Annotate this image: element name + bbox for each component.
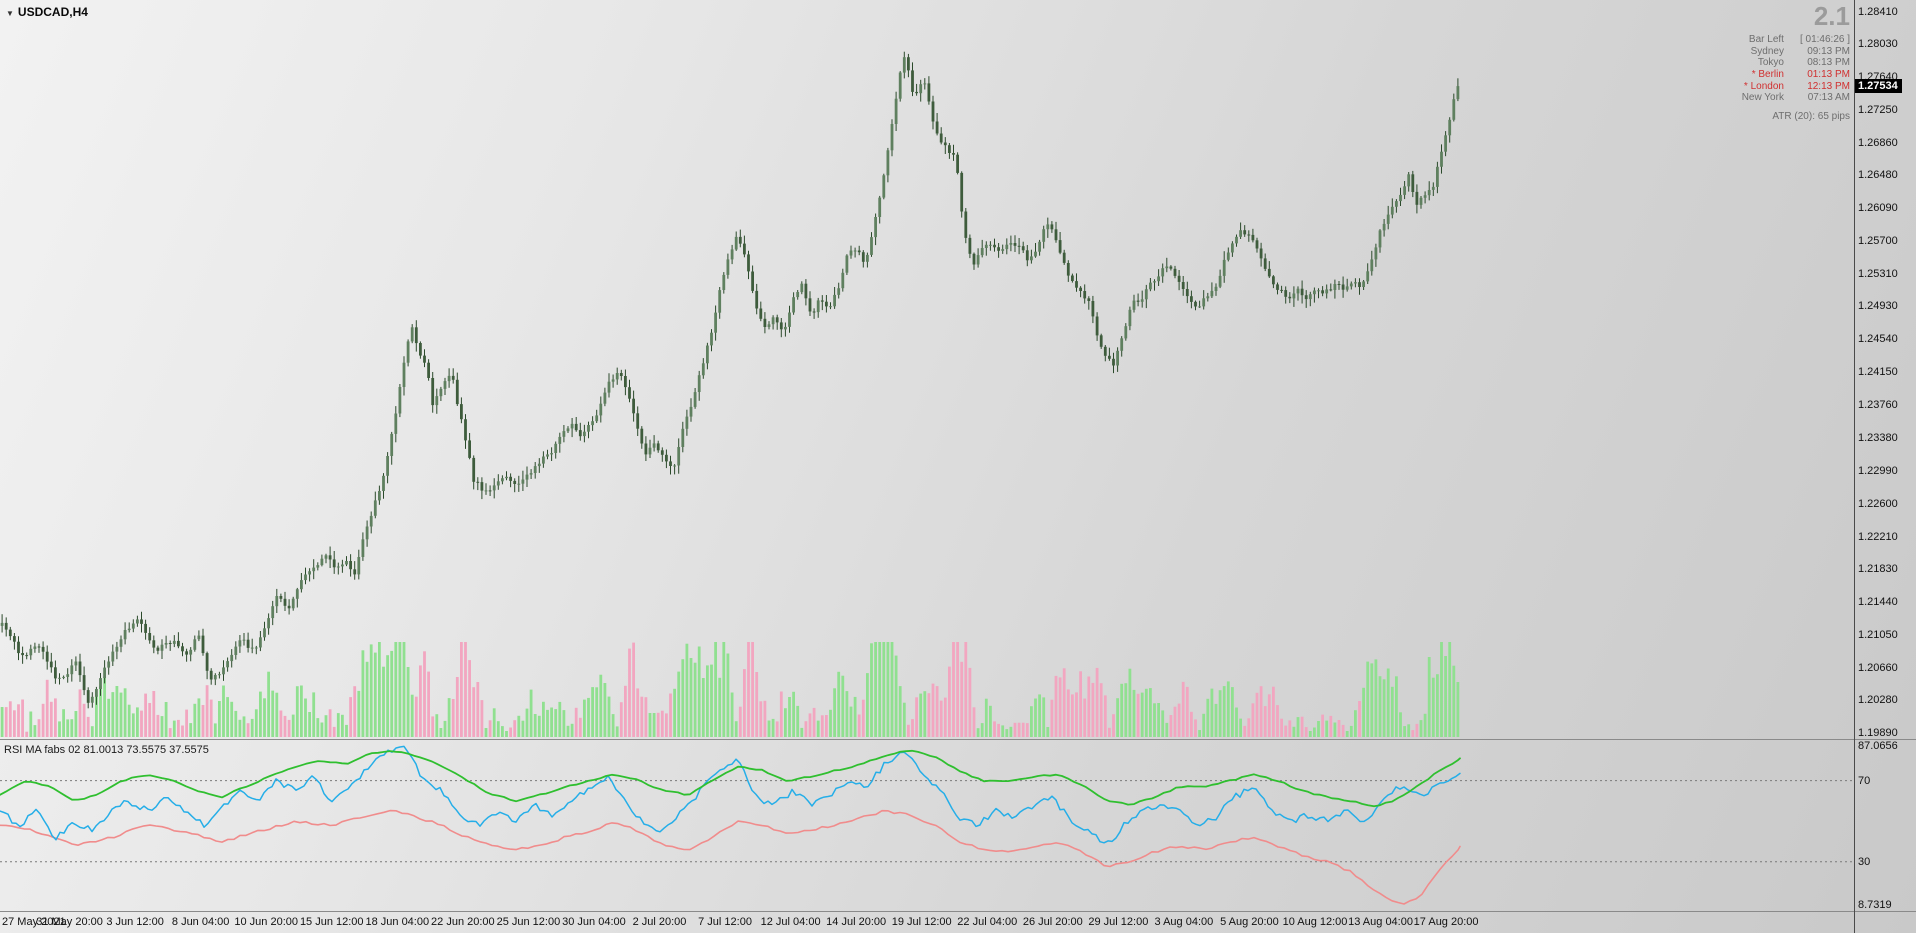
current-price-tag: 1.27534 — [1855, 79, 1902, 94]
price-axis-label: 1.24930 — [1858, 300, 1898, 313]
time-axis-label: 30 Jun 04:00 — [562, 916, 626, 928]
indicator-axis-label: 70 — [1858, 774, 1871, 787]
time-axis-label: 5 Aug 20:00 — [1220, 916, 1279, 928]
time-axis-label: 3 Aug 04:00 — [1154, 916, 1214, 928]
time-axis-label: 3 Jun 12:00 — [106, 916, 164, 928]
time-axis-label: 17 Aug 20:00 — [1413, 916, 1479, 928]
time-axis-label: 27 May 2021 — [2, 916, 66, 928]
price-axis-label: 1.22990 — [1858, 464, 1898, 477]
volume-bars — [0, 642, 1460, 737]
time-axis-label: 12 Jul 04:00 — [760, 916, 821, 928]
session-row: New York 07:13 AM — [1741, 92, 1850, 104]
price-axis-label: 1.26860 — [1858, 137, 1898, 150]
time-axis-label: 14 Jul 20:00 — [826, 916, 887, 928]
rsi-indicator-label: RSI MA fabs 02 81.0013 73.5575 37.5575 — [4, 744, 209, 756]
candle-bodies — [0, 57, 1460, 703]
price-axis-label: 1.21050 — [1858, 628, 1898, 641]
rsi-label-name: RSI MA fabs 02 — [4, 744, 81, 756]
price-axis-label: 1.19890 — [1858, 726, 1898, 739]
price-axis-label: 1.20280 — [1858, 693, 1898, 706]
time-axis-label: 22 Jun 20:00 — [431, 916, 495, 928]
price-axis-label: 1.28030 — [1858, 38, 1898, 51]
time-axis-label: 26 Jul 20:00 — [1022, 916, 1083, 928]
price-axis-label: 1.24540 — [1858, 333, 1898, 346]
price-axis-label: 1.24150 — [1858, 366, 1898, 379]
price-axis-label: 1.28410 — [1858, 6, 1898, 19]
version-watermark: 2.1 — [1813, 1, 1850, 31]
indicator-axis-label: 87.0656 — [1858, 740, 1898, 752]
price-axis-label: 1.23380 — [1858, 431, 1898, 444]
time-axis-label: 10 Jun 20:00 — [234, 916, 298, 928]
indicator-axis-label: 30 — [1858, 855, 1871, 868]
time-axis-label: 8 Jun 04:00 — [171, 916, 230, 928]
price-axis-label: 1.23760 — [1858, 399, 1898, 412]
indicator-axis-label: 8.7319 — [1858, 899, 1892, 911]
time-axis-label: 15 Jun 12:00 — [299, 916, 364, 928]
time-axis-label: 29 Jul 12:00 — [1088, 916, 1149, 928]
time-axis-label: 18 Jun 04:00 — [365, 916, 430, 928]
market-sessions-panel: 2.1 Bar Left[ 01:46:26 ] Sydney 09:13 PM … — [1742, 1, 1850, 122]
price-axis-label: 1.25700 — [1858, 235, 1898, 248]
time-axis-label: 19 Jul 12:00 — [891, 916, 952, 928]
session-row: * London 12:13 PM — [1743, 80, 1850, 92]
price-axis-label: 1.26480 — [1858, 169, 1898, 182]
chevron-down-icon[interactable]: ▼ — [6, 9, 14, 18]
price-axis-label: 1.25310 — [1858, 268, 1898, 281]
price-axis-label: 1.20660 — [1858, 661, 1898, 674]
price-axis-label: 1.26090 — [1858, 202, 1898, 215]
session-row: Bar Left[ 01:46:26 ] — [1748, 34, 1850, 46]
price-axis-label: 1.21440 — [1858, 595, 1898, 608]
time-axis-label: 13 Aug 04:00 — [1348, 916, 1413, 928]
session-row: * Berlin 01:13 PM — [1751, 69, 1850, 81]
price-axis-label: 1.21830 — [1858, 562, 1898, 575]
symbol-period-label: ▼ USDCAD,H4 — [6, 5, 88, 19]
session-row: Tokyo 08:13 PM — [1757, 57, 1850, 69]
atr-label: ATR (20): 65 pips — [1772, 110, 1850, 122]
time-axis-label: 7 Jul 12:00 — [698, 916, 752, 928]
price-axis-label: 1.27250 — [1858, 104, 1898, 117]
time-axis-label: 10 Aug 12:00 — [1282, 916, 1348, 928]
time-axis-label: 31 May 20:00 — [36, 916, 103, 928]
session-clock-table: Bar Left[ 01:46:26 ] Sydney 09:13 PM Toky… — [1742, 34, 1850, 104]
session-row: Sydney 09:13 PM — [1750, 45, 1850, 57]
time-axis-label: 22 Jul 04:00 — [957, 916, 1018, 928]
time-axis-label: 25 Jun 12:00 — [496, 916, 561, 928]
price-axis-label: 1.22600 — [1858, 497, 1898, 510]
rsi-label-values: 81.0013 73.5575 37.5575 — [83, 744, 209, 756]
symbol-text: USDCAD,H4 — [17, 5, 88, 19]
price-axis-label: 1.22210 — [1858, 530, 1898, 543]
time-axis-label: 2 Jul 20:00 — [632, 916, 687, 928]
